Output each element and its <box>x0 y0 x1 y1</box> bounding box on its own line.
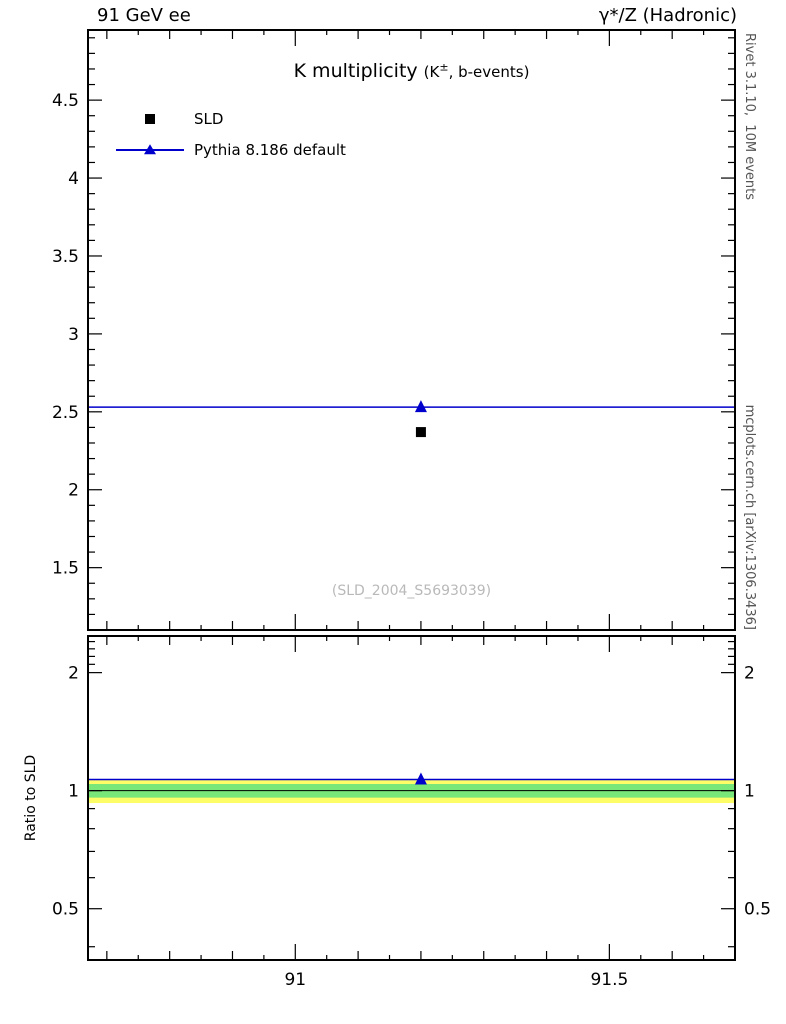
y-axis-tick-label: 1.5 <box>52 559 79 579</box>
legend-item-pythia: Pythia 8.186 default <box>116 134 346 165</box>
y-axis-tick-label: 2 <box>68 481 79 501</box>
plot-title-main: K multiplicity <box>293 60 418 82</box>
ratio-plot-frame <box>87 635 736 961</box>
rivet-version-note: Rivet 3.1.10, 10M events <box>742 33 757 201</box>
ratio-data-point <box>414 772 427 785</box>
process-label: γ*/Z (Hadronic) <box>598 5 737 26</box>
y-axis-tick-label: 4.5 <box>52 91 79 111</box>
x-axis-tick-label: 91.5 <box>590 970 628 990</box>
ratio-tick-label-right: 2 <box>744 664 755 684</box>
ratio-tick-label-right: 1 <box>744 782 755 802</box>
ratio-tick-label-left: 0.5 <box>52 900 79 920</box>
plot-title-detail: (K <box>423 63 440 81</box>
plot-title-detail-end: , b-events) <box>448 63 530 81</box>
ratio-tick-label-left: 1 <box>68 782 79 802</box>
sld-data-point <box>415 427 426 438</box>
ratio-axis-title: Ratio to SLD <box>23 754 39 842</box>
square-marker-icon <box>145 113 155 124</box>
plot-title: K multiplicity (K±, b-events) <box>88 60 735 82</box>
analysis-id-watermark: (SLD_2004_S5693039) <box>331 583 492 599</box>
y-axis-tick-label: 3 <box>68 325 79 345</box>
sld-marker-cell <box>116 109 184 129</box>
y-axis-tick-label: 3.5 <box>52 247 79 267</box>
ratio-tick-label-right: 0.5 <box>744 900 771 920</box>
plot-title-superscript: ± <box>439 60 449 74</box>
legend-label-sld: SLD <box>194 109 224 128</box>
main-plot-frame <box>87 29 736 631</box>
pythia-marker-cell <box>116 140 184 160</box>
ratio-tick-label-left: 2 <box>68 664 79 684</box>
x-axis-tick-label: 91 <box>284 970 306 990</box>
mcplots-arxiv-note: mcplots.cern.ch [arXiv:1306.3436] <box>742 404 757 630</box>
y-axis-tick-label: 2.5 <box>52 403 79 423</box>
beam-label: 91 GeV ee <box>97 5 191 26</box>
pythia-data-point <box>414 400 427 413</box>
triangle-marker-icon <box>144 143 156 154</box>
legend: SLD Pythia 8.186 default <box>116 103 346 165</box>
y-axis-tick-label: 4 <box>68 169 79 189</box>
legend-item-sld: SLD <box>116 103 346 134</box>
legend-label-pythia: Pythia 8.186 default <box>194 140 346 159</box>
